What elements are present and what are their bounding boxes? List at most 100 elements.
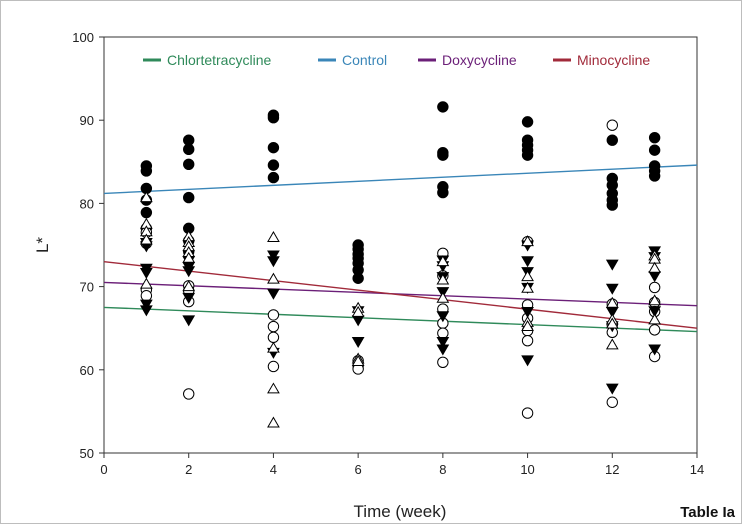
open-up-triangle-point	[351, 354, 365, 366]
trend-lines	[103, 164, 698, 333]
open-up-triangle-point	[521, 281, 534, 293]
y-axis-title: L*	[33, 237, 52, 253]
open-up-triangle-point	[436, 273, 450, 285]
x-tick-label: 6	[355, 462, 362, 477]
filled-circle-point	[606, 134, 618, 146]
open-up-triangle-point	[351, 305, 365, 317]
open-circle-point	[140, 290, 153, 302]
open-up-triangle-point	[521, 235, 534, 247]
filled-circle-point	[648, 170, 661, 182]
filled-circle-point	[183, 143, 195, 156]
filled-circle-point	[648, 131, 661, 144]
open-circle-point	[183, 388, 195, 400]
filled-circle-point	[521, 116, 534, 128]
filled-circle-point	[352, 272, 364, 284]
x-tick-label: 10	[520, 462, 534, 477]
filled-down-triangle-point	[182, 315, 196, 327]
x-tick-label: 4	[270, 462, 277, 477]
filled-circle-point	[183, 191, 195, 204]
open-circle-point	[267, 331, 280, 344]
open-up-triangle-point	[648, 313, 662, 325]
open-up-triangle-point	[267, 231, 280, 243]
x-tick-label: 12	[605, 462, 619, 477]
legend-label-chlortetracycline: Chlortetracycline	[167, 52, 271, 68]
filled-circle-point	[437, 149, 449, 161]
open-circle-point	[267, 309, 280, 321]
filled-circle-point	[521, 149, 534, 161]
legend-label-control: Control	[342, 52, 387, 68]
open-up-triangle-point	[182, 280, 196, 292]
y-tick-label: 70	[80, 280, 94, 295]
filled-down-triangle-point	[521, 307, 534, 319]
axis-ticks: 0 2 4 6 8 10 12 14 50 60 70 80 90 100	[72, 30, 704, 477]
filled-down-triangle-point	[605, 259, 619, 271]
y-tick-label: 100	[72, 30, 94, 45]
open-circle-point	[521, 407, 534, 419]
filled-down-triangle-point	[521, 355, 534, 367]
filled-circle-point	[267, 171, 280, 184]
filled-circle-point	[267, 141, 280, 154]
y-tick-label: 90	[80, 113, 94, 128]
trend-line-chlortetracycline	[103, 306, 698, 333]
open-up-triangle-point	[436, 255, 450, 267]
x-tick-label: 14	[690, 462, 704, 477]
open-circle-point	[606, 396, 618, 408]
y-tick-label: 60	[80, 363, 94, 378]
x-tick-label: 2	[185, 462, 192, 477]
filled-down-triangle-point	[605, 283, 619, 295]
filled-down-triangle-point	[605, 383, 619, 395]
open-up-triangle-point	[648, 294, 662, 306]
open-up-triangle-point	[139, 191, 153, 203]
filled-circle-point	[437, 101, 449, 113]
open-up-triangle-point	[605, 296, 619, 308]
open-up-triangle-point	[267, 272, 280, 284]
open-circle-point	[267, 360, 280, 373]
filled-circle-point	[437, 186, 449, 199]
filled-down-triangle-point	[436, 344, 450, 356]
open-circle-point	[648, 324, 661, 336]
open-up-triangle-point	[267, 341, 280, 353]
legend-label-doxycycline: Doxycycline	[442, 52, 517, 68]
filled-down-triangle-point	[139, 267, 153, 279]
filled-down-triangle-point	[648, 306, 662, 318]
plot-area	[103, 36, 698, 454]
filled-down-triangle-point	[521, 256, 534, 268]
open-up-triangle-point	[648, 261, 662, 273]
filled-down-triangle-point	[351, 337, 365, 349]
x-axis-title: Time (week)	[354, 502, 447, 521]
open-up-triangle-point	[139, 277, 153, 289]
filled-circle-point	[648, 144, 661, 156]
open-up-triangle-point	[139, 233, 153, 245]
filled-down-triangle-point	[436, 337, 450, 349]
filled-circle-point	[606, 199, 618, 211]
filled-circle-point	[140, 165, 153, 177]
trend-line-control	[103, 164, 698, 195]
filled-circle-point	[183, 158, 195, 170]
open-circle-point	[437, 356, 449, 369]
open-up-triangle-point	[267, 382, 280, 394]
y-tick-label: 80	[80, 196, 94, 211]
filled-down-triangle-point	[267, 256, 280, 268]
filled-down-triangle-point	[139, 299, 153, 311]
open-up-triangle-point	[521, 320, 534, 332]
open-circle-point	[267, 320, 280, 333]
y-tick-label: 50	[80, 446, 94, 461]
legend-label-minocycline: Minocycline	[577, 52, 650, 68]
open-up-triangle-point	[605, 317, 619, 329]
x-tick-label: 0	[100, 462, 107, 477]
filled-down-triangle-point	[648, 344, 662, 356]
x-tick-label: 8	[439, 462, 446, 477]
filled-circle-point	[267, 159, 280, 171]
open-circle-point	[521, 334, 534, 347]
open-up-triangle-point	[605, 338, 619, 350]
data-markers	[139, 101, 662, 428]
filled-down-triangle-point	[267, 250, 280, 262]
filled-down-triangle-point	[182, 266, 196, 278]
open-circle-point	[648, 281, 661, 294]
legend: Chlortetracycline Control Doxycycline Minoc…	[143, 52, 650, 68]
filled-down-triangle-point	[436, 311, 450, 323]
open-circle-point	[606, 119, 618, 131]
